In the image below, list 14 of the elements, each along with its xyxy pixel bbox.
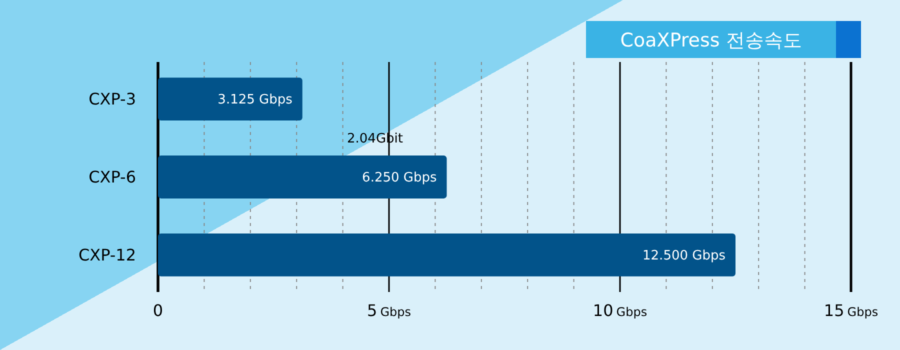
x-tick-label: 10 Gbps	[592, 301, 648, 320]
chart-title: CoaXPress 전송속도	[620, 30, 802, 52]
y-tick-label: CXP-3	[88, 90, 136, 109]
y-tick-label: CXP-6	[88, 168, 136, 187]
x-tick-label: 0	[152, 301, 164, 320]
bar	[158, 156, 447, 198]
data-label: 6.250 Gbps	[362, 170, 437, 186]
bar	[158, 234, 736, 276]
y-tick-label: CXP-12	[78, 246, 136, 265]
x-tick-label: 15 Gbps	[824, 301, 878, 320]
data-label: 3.125 Gbps	[218, 92, 293, 108]
data-label: 12.500 Gbps	[642, 248, 726, 264]
bar	[158, 78, 302, 120]
x-tick-label: 5 Gbps	[367, 301, 411, 320]
